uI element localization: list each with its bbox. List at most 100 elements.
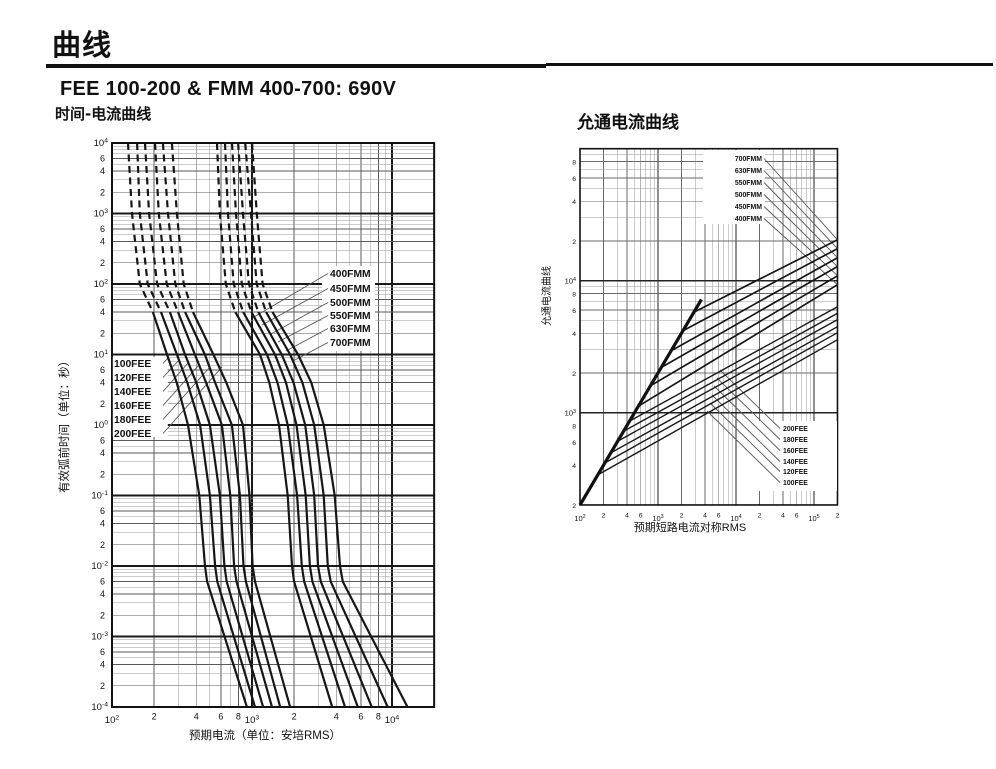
legend-label-400FMM: 400FMM	[735, 216, 762, 223]
y-tick-label: 4	[100, 166, 105, 176]
y-tick-label: 2	[100, 399, 105, 409]
y-tick-label: 2	[100, 328, 105, 338]
y-tick-label: 4	[100, 448, 105, 458]
y-tick-label: 8	[572, 159, 576, 166]
curve-450FMM	[649, 275, 838, 387]
legend-label-200FEE: 200FEE	[114, 429, 151, 440]
right-chart-title: 允通电流曲线	[577, 113, 679, 133]
curve-400FMM	[637, 283, 838, 407]
curve-160FEE-solid	[176, 311, 274, 708]
y-tick-label: 8	[572, 291, 576, 298]
y-tick-label: 4	[100, 237, 105, 247]
y-tick-label: 8	[572, 423, 576, 430]
y-tick-label: 4	[572, 463, 576, 470]
legend-label-140FEE: 140FEE	[114, 387, 151, 398]
legend-leader-line	[709, 402, 781, 472]
curve-450FMM-dashed	[223, 142, 245, 313]
x-axis-title: 预期电流（单位：安培RMS）	[189, 728, 341, 742]
curve-500FMM-dashed	[230, 142, 253, 313]
left-chart-title: 时间-电流曲线	[55, 105, 152, 123]
time-current-chart: 400FMM 450FMM 500FMM 550FMM 630FMM 700FMM 100F…	[57, 137, 436, 742]
curve-450FMM-solid	[242, 311, 347, 708]
curve-500FMM	[660, 265, 838, 369]
curve-160FEE	[617, 318, 838, 442]
x-tick-label: 104	[730, 514, 741, 523]
y-tick-label: 6	[572, 308, 576, 315]
curve-180FEE	[623, 312, 838, 432]
y-tick-label: 104	[565, 277, 576, 286]
plot-border	[111, 142, 436, 708]
legend-label-160FEE: 160FEE	[783, 448, 808, 455]
x-tick-label: 102	[574, 514, 585, 523]
curve-550FMM	[670, 257, 838, 352]
legend-label-500FMM: 500FMM	[330, 298, 371, 309]
y-axis-title: 允通电流曲线	[540, 266, 553, 326]
curve-400FMM-dashed	[215, 142, 237, 313]
legend-label-450FMM: 450FMM	[735, 204, 762, 211]
legend-label-630FMM: 630FMM	[735, 168, 762, 175]
x-tick-label: 2	[152, 712, 157, 722]
x-tick-label: 6	[639, 513, 643, 520]
y-tick-label: 2	[100, 469, 105, 479]
legend-label-630FMM: 630FMM	[330, 324, 371, 335]
curve-550FMM-solid	[257, 311, 373, 708]
legend-box	[703, 150, 765, 224]
x-tick-label: 6	[358, 712, 363, 722]
x-tick-label: 105	[808, 514, 819, 523]
legend-label-550FMM: 550FMM	[735, 180, 762, 187]
curve-200FEE-dashed	[170, 142, 195, 313]
y-tick-label: 6	[100, 436, 105, 446]
curve-120FEE-solid	[159, 311, 257, 708]
y-tick-label: 6	[100, 365, 105, 375]
page-title: 曲线	[52, 28, 113, 62]
y-tick-label: 101	[94, 349, 109, 361]
y-tick-label: 4	[100, 660, 105, 670]
y-tick-label: 2	[100, 681, 105, 691]
legend-leader-line	[711, 394, 781, 462]
y-tick-label: 102	[94, 278, 109, 290]
x-tick-label: 104	[385, 714, 400, 726]
x-tick-label: 103	[652, 514, 663, 523]
y-tick-label: 4	[100, 307, 105, 317]
y-tick-label: 6	[100, 154, 105, 164]
y-tick-label: 4	[100, 519, 105, 529]
y-tick-label: 4	[572, 331, 576, 338]
y-tick-label: 2	[572, 503, 576, 510]
y-tick-label: 10-2	[91, 560, 108, 572]
curve-400FMM-solid	[234, 311, 334, 708]
y-tick-label: 2	[572, 239, 576, 246]
curve-630FMM-dashed	[244, 142, 268, 313]
title-rule-left	[46, 64, 546, 68]
curve-700FMM-solid	[271, 311, 409, 708]
x-tick-label: 4	[194, 712, 199, 722]
let-through-chart: 700FMM 630FMM 550FMM 500FMM 450FMM 400FMM 200F…	[540, 147, 840, 534]
y-tick-label: 6	[100, 577, 105, 587]
y-tick-label: 4	[100, 589, 105, 599]
x-tick-label: 8	[376, 712, 381, 722]
y-tick-label: 10-3	[91, 631, 108, 643]
y-tick-label: 2	[100, 540, 105, 550]
y-tick-label: 6	[572, 440, 576, 447]
curve-160FEE-dashed	[153, 142, 180, 313]
x-tick-label: 6	[717, 513, 721, 520]
curve-180FEE-solid	[184, 311, 282, 708]
legend-leader-line	[270, 302, 329, 335]
legend-leader-line	[763, 218, 838, 286]
curve-100FEE-dashed	[126, 142, 154, 313]
curve-700FMM-dashed	[250, 142, 274, 313]
legend-leader-line	[763, 182, 838, 259]
legend-label-700FMM: 700FMM	[735, 156, 762, 163]
curve-630FMM-solid	[265, 311, 389, 708]
curve-120FEE-dashed	[136, 142, 162, 313]
curve-prospective-peak-line	[578, 298, 703, 506]
legend-label-180FEE: 180FEE	[114, 415, 151, 426]
legend-label-120FEE: 120FEE	[114, 373, 151, 384]
curve-140FEE-dashed	[143, 142, 171, 313]
curve-100FEE-solid	[151, 311, 248, 708]
x-tick-label: 102	[105, 714, 120, 726]
legend-label-450FMM: 450FMM	[330, 284, 371, 295]
legend-leader-line	[277, 315, 329, 343]
curve-120FEE	[604, 332, 838, 464]
y-tick-label: 6	[100, 506, 105, 516]
